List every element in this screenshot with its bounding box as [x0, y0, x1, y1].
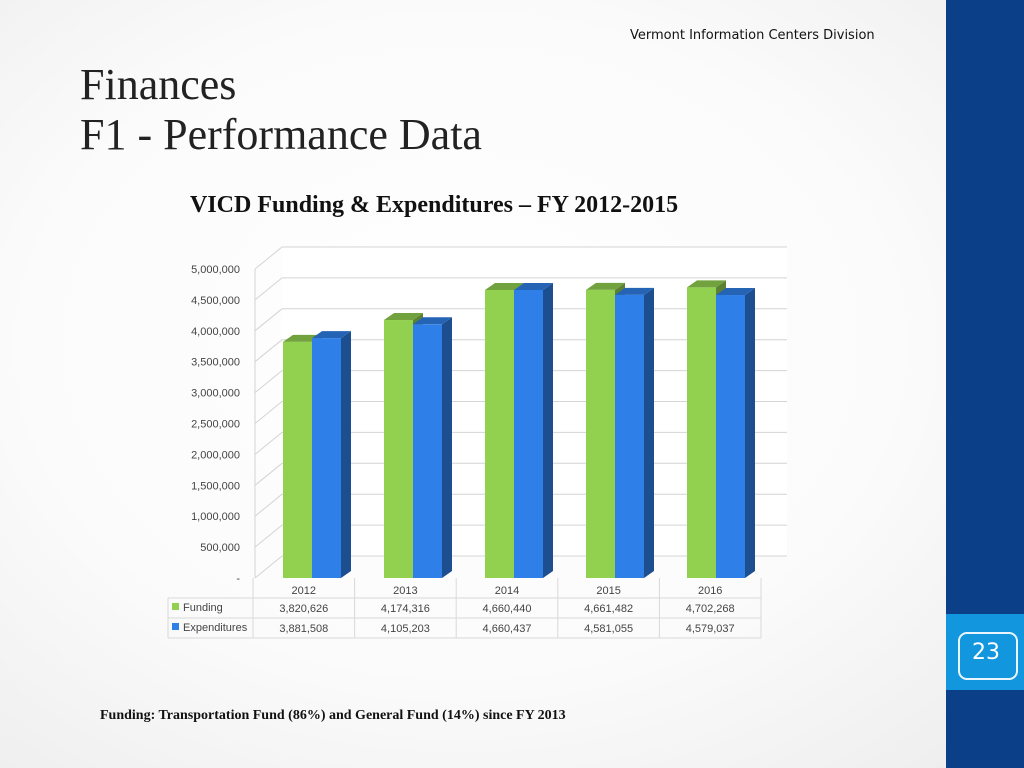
bar-side-expenditures-2016 — [745, 288, 755, 578]
data-label-expenditures: 4,579,037 — [686, 623, 735, 635]
gridline-side — [254, 277, 283, 301]
bar-top-expenditures-2014 — [514, 282, 553, 290]
x-category-label: 2015 — [596, 585, 620, 597]
gridline-side — [254, 555, 283, 579]
y-tick-label: 1,000,000 — [191, 511, 240, 523]
x-category-label: 2012 — [292, 585, 316, 597]
bar-side-expenditures-2013 — [442, 317, 452, 578]
gridline-side — [254, 462, 283, 486]
data-label-funding: 3,820,626 — [279, 603, 328, 615]
bar-funding-2015 — [586, 289, 615, 578]
gridline-side — [254, 370, 283, 393]
gridline-side — [254, 524, 283, 548]
bar-top-funding-2014 — [485, 282, 524, 290]
bar-expenditures-2015 — [615, 294, 644, 578]
page-number: 23 — [972, 640, 1000, 665]
data-label-expenditures: 4,105,203 — [381, 623, 430, 635]
bar-top-expenditures-2012 — [312, 331, 351, 339]
bar-top-funding-2015 — [586, 282, 625, 290]
bar-side-expenditures-2014 — [543, 282, 553, 578]
data-label-funding: 4,661,482 — [584, 603, 633, 615]
slide-title-line-2: F1 - Performance Data — [80, 110, 482, 159]
slide-title-line-1: Finances — [80, 60, 237, 109]
bar-side-expenditures-2015 — [644, 287, 654, 578]
bar-funding-2014 — [485, 289, 514, 578]
data-label-funding: 4,174,316 — [381, 603, 430, 615]
gridline-side — [254, 339, 283, 363]
x-category-label: 2016 — [698, 585, 722, 597]
x-category-label: 2013 — [393, 585, 417, 597]
y-tick-label: - — [236, 573, 240, 585]
bar-funding-2013 — [384, 320, 413, 578]
legend-swatch-expenditures — [172, 623, 179, 630]
bar-top-expenditures-2013 — [413, 317, 452, 325]
bar-top-expenditures-2016 — [716, 288, 755, 296]
y-tick-label: 3,000,000 — [191, 388, 240, 400]
bar-funding-2012 — [283, 341, 312, 578]
y-tick-label: 4,000,000 — [191, 326, 240, 338]
y-tick-label: 4,500,000 — [191, 295, 240, 307]
slide-title: Finances F1 - Performance Data — [80, 60, 482, 160]
data-label-expenditures: 3,881,508 — [279, 623, 328, 635]
y-tick-label: 2,500,000 — [191, 419, 240, 431]
y-tick-label: 500,000 — [200, 542, 240, 554]
bar-side-expenditures-2012 — [341, 331, 351, 578]
legend-entry-expenditures: Expenditures — [183, 622, 248, 634]
bar-funding-2016 — [687, 287, 716, 578]
y-tick-label: 5,000,000 — [191, 264, 240, 276]
y-tick-label: 2,000,000 — [191, 449, 240, 461]
bar-expenditures-2016 — [716, 295, 745, 578]
data-label-funding: 4,702,268 — [686, 603, 735, 615]
funding-footnote: Funding: Transportation Fund (86%) and G… — [100, 708, 566, 723]
bar-top-funding-2013 — [384, 313, 423, 321]
bar-top-funding-2016 — [687, 280, 726, 288]
chart-title: VICD Funding & Expenditures – FY 2012-20… — [190, 192, 679, 218]
gridline-side — [254, 432, 283, 455]
bar-chart: - 500,000 1,000,000 1,500,000 2,000,000 2,500… — [167, 246, 787, 639]
organization-name: Vermont Information Centers Division — [630, 28, 875, 43]
gridline-side — [254, 246, 283, 270]
bar-expenditures-2013 — [413, 324, 442, 578]
bar-expenditures-2014 — [514, 289, 543, 578]
gridline-side — [254, 493, 283, 517]
legend-entry-funding: Funding — [183, 602, 223, 614]
page-number-frame — [958, 632, 1018, 680]
y-tick-label: 3,500,000 — [191, 357, 240, 369]
gridline-side — [254, 401, 283, 424]
gridline-side — [254, 308, 283, 332]
data-label-expenditures: 4,581,055 — [584, 623, 633, 635]
y-tick-label: 1,500,000 — [191, 480, 240, 492]
bar-top-expenditures-2015 — [615, 287, 654, 295]
x-category-label: 2014 — [495, 585, 519, 597]
data-label-expenditures: 4,660,437 — [483, 623, 532, 635]
legend-swatch-funding — [172, 603, 179, 610]
data-label-funding: 4,660,440 — [483, 603, 532, 615]
bar-expenditures-2012 — [312, 338, 341, 578]
